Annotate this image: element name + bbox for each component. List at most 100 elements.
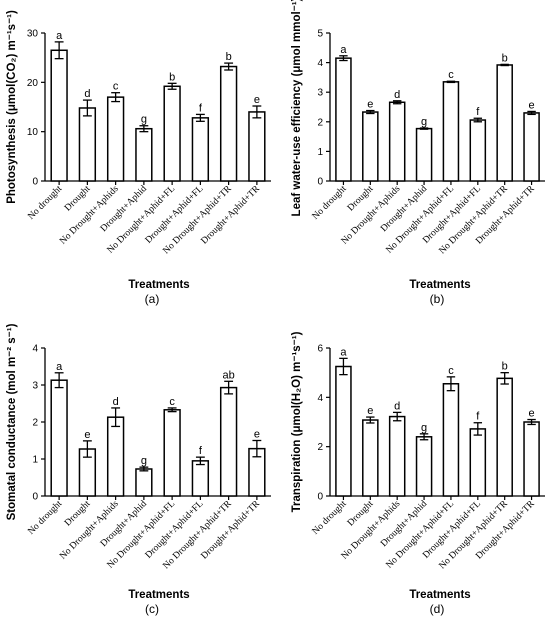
y-tick-label: 2 <box>32 418 38 429</box>
significance-letter: a <box>340 346 347 358</box>
bar <box>163 409 181 497</box>
significance-letter: e <box>529 99 535 111</box>
y-tick-label: 0 <box>317 492 323 503</box>
significance-letter: d <box>84 88 90 100</box>
y-tick-label: 0 <box>317 177 323 188</box>
y-axis-title: Leaf water-use efficiency (μmol mmol⁻¹) <box>291 0 303 216</box>
bar <box>163 85 181 182</box>
bar <box>335 365 352 497</box>
bar <box>135 468 153 497</box>
significance-letter: c <box>169 396 175 408</box>
bar <box>106 96 125 182</box>
y-tick-label: 2 <box>317 117 323 128</box>
significance-letter: d <box>394 89 400 101</box>
bar <box>442 383 460 497</box>
significance-letter: f <box>199 102 203 114</box>
significance-letter: c <box>448 69 454 81</box>
y-tick-label: 6 <box>317 344 323 355</box>
x-axis-title: Treatments <box>409 589 470 601</box>
x-axis-title: Treatments <box>128 279 189 291</box>
category-label: No drought <box>26 184 64 222</box>
bar <box>388 415 406 497</box>
y-tick-label: 3 <box>317 88 323 99</box>
bar <box>523 112 540 182</box>
significance-letter: b <box>226 51 232 63</box>
y-tick-label: 10 <box>27 127 39 138</box>
bar <box>362 419 379 497</box>
panel-label: (d) <box>430 602 445 616</box>
significance-letter: f <box>199 445 203 457</box>
significance-letter: b <box>502 361 508 373</box>
y-tick-label: 0 <box>32 177 38 188</box>
bar <box>388 101 406 182</box>
bar <box>469 428 487 497</box>
bar <box>50 49 68 182</box>
category-label: No drought <box>311 499 349 537</box>
bar <box>191 117 210 182</box>
significance-letter: d <box>113 396 119 408</box>
significance-letter: a <box>56 30 63 42</box>
significance-letter: e <box>367 99 373 111</box>
significance-letter: a <box>340 44 347 56</box>
panel-label: (a) <box>145 292 160 306</box>
y-tick-label: 4 <box>317 58 323 69</box>
x-axis-title: Treatments <box>409 279 470 291</box>
category-label: No drought <box>26 499 64 537</box>
y-axis-title: Photosynthesis (μmol(CO₂) m⁻¹s⁻¹) <box>6 10 18 204</box>
y-tick-label: 0 <box>32 492 38 503</box>
y-tick-label: 4 <box>32 344 38 355</box>
significance-letter: g <box>421 422 427 434</box>
significance-letter: b <box>502 52 508 64</box>
bar <box>496 64 513 182</box>
y-tick-label: 1 <box>317 147 323 158</box>
bar <box>219 65 238 182</box>
bar <box>219 386 238 497</box>
y-tick-label: 20 <box>27 78 39 89</box>
bar <box>362 111 379 182</box>
significance-letter: b <box>169 71 175 83</box>
panel-label: (c) <box>145 602 159 616</box>
significance-letter: a <box>56 361 63 373</box>
significance-letter: c <box>113 81 119 93</box>
significance-letter: e <box>84 429 90 441</box>
category-label: No drought <box>311 184 349 222</box>
bar <box>496 377 513 497</box>
bar <box>335 57 352 182</box>
bar <box>248 111 266 182</box>
x-axis-title: Treatments <box>128 589 189 601</box>
y-tick-label: 2 <box>317 442 323 453</box>
significance-letter: e <box>254 429 260 441</box>
y-tick-label: 3 <box>32 381 38 392</box>
y-tick-label: 30 <box>27 29 39 40</box>
y-tick-label: 4 <box>317 393 323 404</box>
significance-letter: g <box>141 455 147 467</box>
significance-letter: e <box>367 405 373 417</box>
y-tick-label: 5 <box>317 29 323 40</box>
bar <box>106 416 125 497</box>
y-axis-title: Transpiration (μmol(H₂O) m⁻¹s⁻¹) <box>291 331 303 512</box>
significance-letter: e <box>529 408 535 420</box>
bar <box>415 127 433 182</box>
bar <box>469 119 487 182</box>
significance-letter: f <box>476 411 480 423</box>
bar <box>415 436 433 497</box>
significance-letter: g <box>421 116 427 128</box>
significance-letter: ab <box>223 369 235 381</box>
panel-label: (b) <box>430 292 445 306</box>
bar <box>523 421 540 497</box>
bar <box>135 127 153 182</box>
y-axis-title: Stomatal conductance (mol m⁻² s⁻¹) <box>6 323 18 520</box>
bar <box>78 107 97 182</box>
significance-letter: f <box>476 106 480 118</box>
bar <box>50 379 68 497</box>
significance-letter: g <box>141 114 147 126</box>
bar <box>191 460 210 497</box>
bar <box>442 81 460 182</box>
significance-letter: c <box>448 365 454 377</box>
significance-letter: d <box>394 400 400 412</box>
